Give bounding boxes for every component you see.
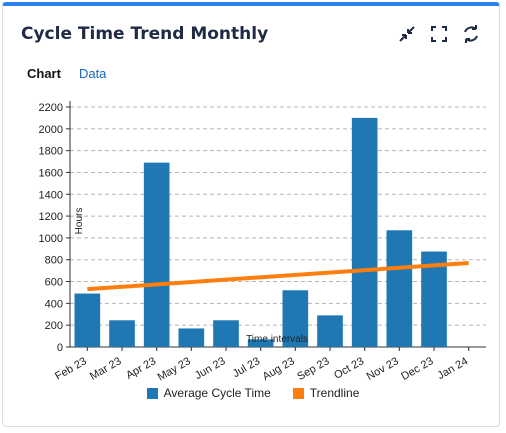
bar[interactable] [386,230,413,347]
bar[interactable] [109,320,135,347]
x-tick-label: Jun 23 [193,355,228,382]
x-tick-label: Nov 23 [365,355,401,383]
legend-swatch-average-cycle-time [146,387,158,399]
tab-data[interactable]: Data [78,66,107,81]
y-tick-label: 400 [45,298,63,310]
tab-chart[interactable]: Chart [27,66,61,81]
x-axis-label: Time intervals [246,334,308,345]
x-tick-label: Dec 23 [399,355,435,383]
x-tick-label: Sep 23 [295,355,331,383]
legend-item-trendline[interactable]: Trendline [292,386,360,400]
bar[interactable] [247,339,274,347]
y-tick-label: 2200 [39,102,63,114]
y-tick-label: 2000 [39,124,63,136]
trendline [87,261,469,292]
collapse-icon[interactable] [397,24,417,44]
bar[interactable] [213,320,239,347]
bar[interactable] [282,290,309,347]
y-tick-label: 1200 [39,211,63,223]
legend-item-average-cycle-time[interactable]: Average Cycle Time [146,386,271,400]
bar[interactable] [178,328,205,347]
legend-label-average-cycle-time: Average Cycle Time [163,386,271,400]
widget-toolbar [397,24,481,44]
bar[interactable] [74,293,101,347]
y-tick-label: 1600 [39,167,63,179]
view-tabs: Chart Data [27,66,106,81]
y-tick-label: 1800 [39,146,63,158]
legend-swatch-trendline [292,387,304,399]
y-tick-label: 800 [45,255,63,267]
x-tick-label: May 23 [156,355,193,383]
chart-legend: Average Cycle Time Trendline [0,386,506,400]
y-tick-label: 1400 [39,189,63,201]
x-tick-label: Jan 24 [436,355,471,382]
bar[interactable] [143,162,170,347]
y-tick-label: 1000 [39,233,63,245]
x-tick-label: Feb 23 [53,355,89,383]
x-tick-label: Aug 23 [261,355,297,383]
chart-card: Cycle Time Trend Monthly Chart Data [2,2,500,427]
y-tick-label: 600 [45,277,63,289]
legend-label-trendline: Trendline [309,386,360,400]
widget-title: Cycle Time Trend Monthly [21,24,269,44]
fullscreen-icon[interactable] [429,24,449,44]
y-axis-label: Hours [74,208,85,235]
bar[interactable] [351,117,378,347]
x-tick-label: Jul 23 [231,355,262,380]
y-tick-label: 0 [57,342,63,354]
y-tick-label: 200 [45,320,63,332]
refresh-icon[interactable] [461,24,481,44]
x-tick-label: Apr 23 [124,355,158,382]
x-tick-label: Oct 23 [332,355,366,382]
x-tick-label: Mar 23 [88,355,124,383]
bar[interactable] [317,315,343,347]
